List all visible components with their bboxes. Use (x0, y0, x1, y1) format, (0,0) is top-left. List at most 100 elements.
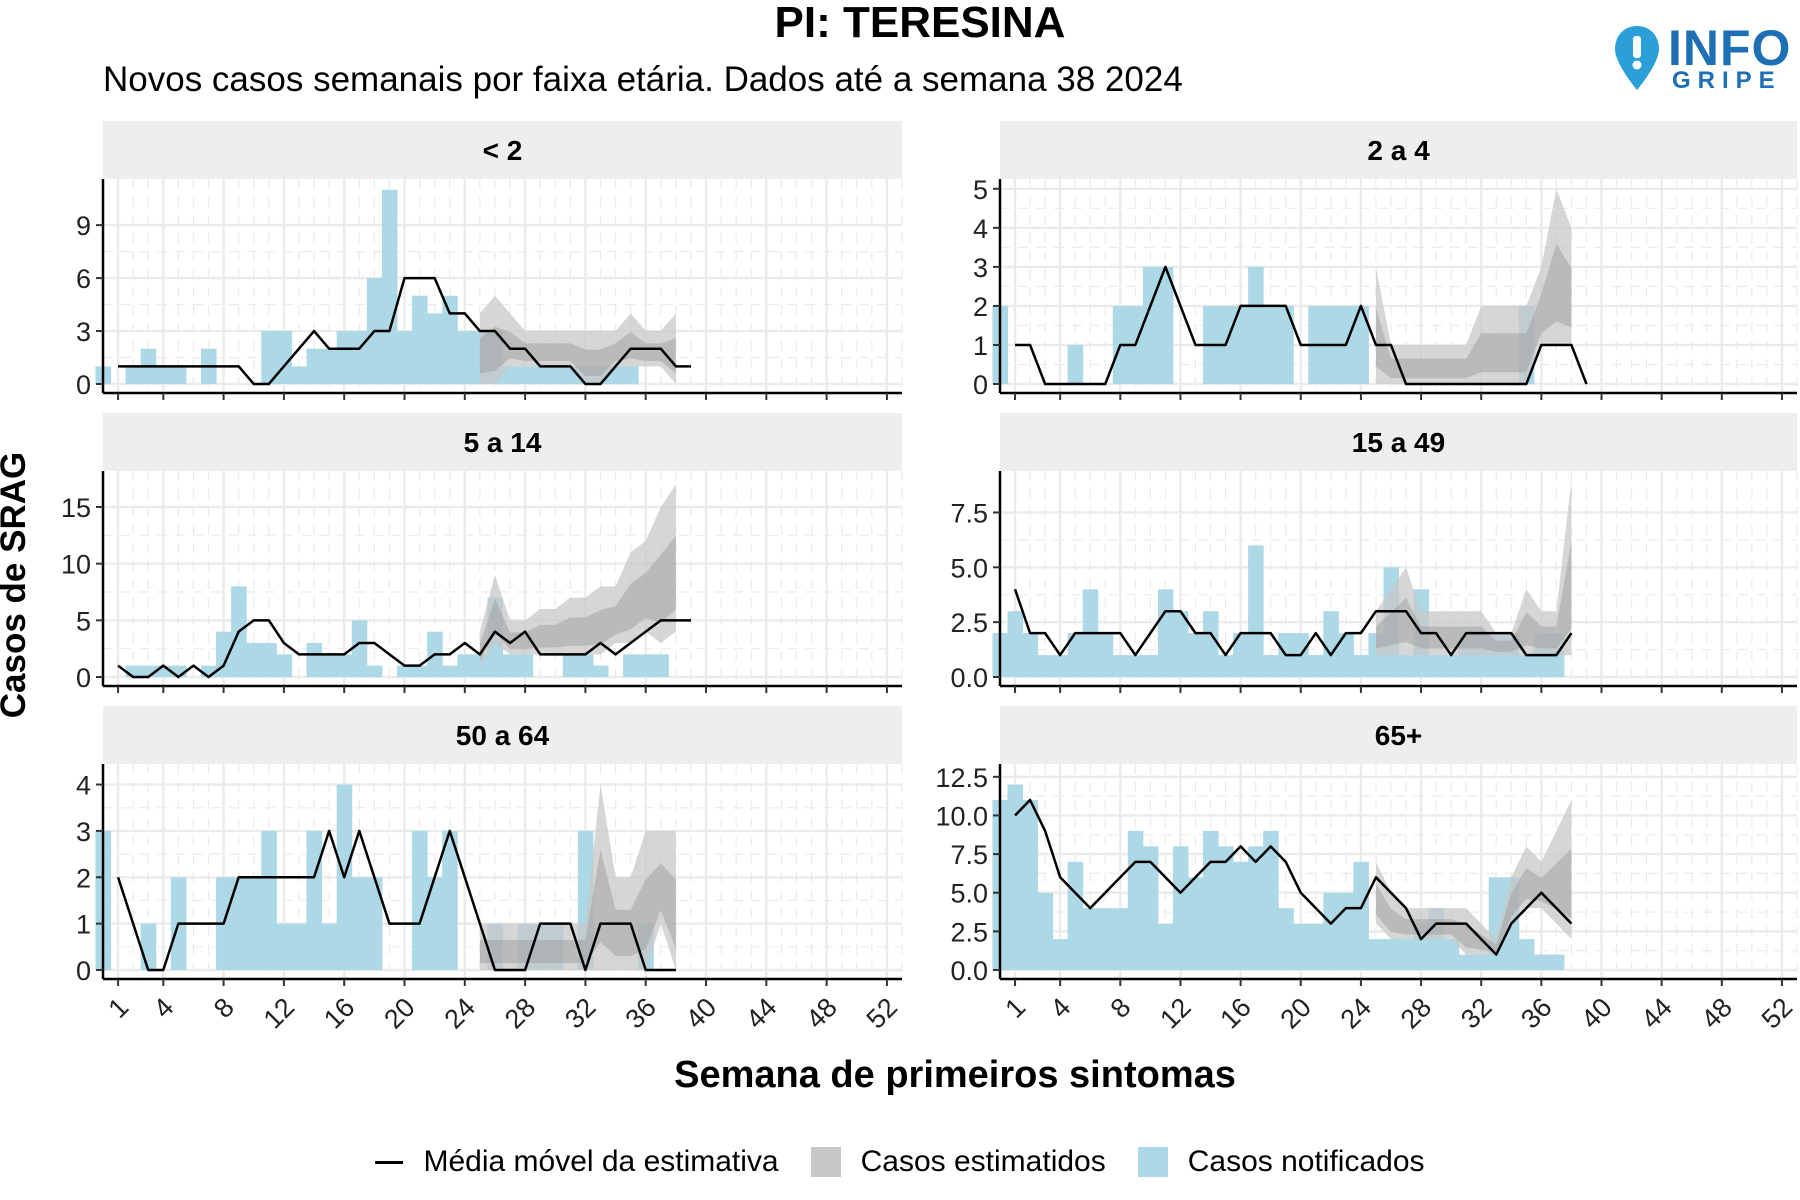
x-tick-label: 44 (740, 992, 782, 1030)
x-tick-label: 4 (148, 992, 180, 1024)
notified-bar (170, 665, 187, 677)
estimate-band-inner (479, 326, 676, 377)
y-tick-label: 2 (76, 863, 91, 893)
facet-strip (103, 413, 902, 471)
x-tick-label: 40 (680, 992, 722, 1030)
notified-bar (1157, 266, 1174, 384)
notified-bar (1278, 305, 1294, 384)
x-tick-label: 4 (1045, 992, 1077, 1024)
y-tick-label: 10 (61, 550, 91, 580)
notified-bar (1082, 908, 1099, 970)
x-axis-title: Semana de primeiros sintomas (674, 1054, 1236, 1096)
facet-title: 2 a 4 (1367, 135, 1430, 166)
notified-bar (351, 877, 368, 970)
page-title: PI: TERESINA (774, 0, 1066, 47)
notified-bar (1368, 939, 1384, 970)
notified-bar (1187, 633, 1204, 677)
x-tick-label: 28 (499, 992, 541, 1030)
notified-bar (1037, 655, 1054, 677)
notified-bar (1157, 923, 1174, 970)
x-tick-label: 8 (208, 992, 240, 1024)
x-tick-label: 16 (1214, 992, 1256, 1030)
notified-bar (517, 654, 534, 677)
x-tick-label: 44 (1635, 992, 1677, 1030)
notified-bar (1218, 846, 1234, 970)
notified-bar (1233, 633, 1249, 677)
notified-bar (246, 877, 262, 970)
notified-bar (1067, 344, 1084, 384)
notified-bar (427, 877, 443, 970)
estimate-band-inner (479, 849, 676, 964)
y-tick-label: 0.0 (950, 663, 988, 693)
notified-bar (1203, 830, 1219, 970)
notified-bar (1112, 908, 1129, 970)
y-tick-label: 15 (61, 493, 91, 523)
notified-bar (200, 665, 217, 677)
notified-bar (261, 643, 277, 677)
notified-bar (1007, 784, 1024, 970)
y-tick-label: 0 (973, 370, 988, 400)
estimate-band (1375, 188, 1572, 384)
notified-bar (1022, 633, 1039, 677)
x-tick-label: 32 (559, 992, 601, 1030)
notified-bar (276, 331, 292, 384)
notified-bar (1233, 305, 1249, 384)
notified-bar (140, 923, 157, 970)
y-tick-label: 3 (76, 817, 91, 847)
y-tick-label: 0 (76, 370, 91, 400)
notified-bar (1233, 861, 1249, 970)
notified-bar (125, 665, 142, 677)
notified-bar (1248, 846, 1264, 970)
notified-bar (396, 665, 413, 677)
x-tick-label: 36 (620, 992, 662, 1030)
notified-bar (1052, 655, 1069, 677)
y-tick-label: 9 (76, 211, 91, 241)
x-tick-label: 48 (1696, 992, 1738, 1030)
notified-bar (1097, 633, 1114, 677)
notified-bar (412, 830, 428, 970)
notified-bar (381, 189, 398, 384)
notified-bar (155, 665, 172, 677)
notified-bar (1187, 877, 1204, 970)
notified-bar (562, 654, 579, 677)
notified-bar (1398, 655, 1415, 677)
notified-bar (1263, 655, 1279, 677)
notified-bar (1142, 655, 1159, 677)
notified-bar (1518, 655, 1535, 677)
logo-word-info: INFO (1668, 20, 1792, 76)
y-tick-label: 1 (76, 910, 91, 940)
notified-bar (170, 366, 187, 384)
notified-bar (1172, 611, 1189, 677)
notified-bar (1293, 923, 1309, 970)
estimate-band-inner (1375, 848, 1572, 953)
y-tick-label: 1 (973, 331, 988, 361)
estimate-band-inner (479, 535, 676, 661)
y-tick-label: 7.5 (950, 840, 988, 870)
legend-label-moving-average: Média móvel da estimativa (423, 1145, 779, 1178)
logo-word-gripe: GRIPE (1672, 67, 1782, 94)
notified-bar (1097, 908, 1114, 970)
notified-bar (592, 665, 609, 677)
x-tick-label: 12 (258, 992, 300, 1030)
map-pin-icon (1615, 26, 1659, 90)
notified-bar (1473, 954, 1490, 970)
estimate-band (479, 295, 676, 384)
moving-average-line (117, 619, 691, 679)
notified-bar (1338, 633, 1354, 677)
notified-bar (366, 665, 383, 677)
y-tick-label: 2 (973, 292, 988, 322)
notified-bar (457, 331, 473, 384)
notified-bar (653, 654, 669, 677)
notified-bar (502, 366, 519, 384)
facet-strip (103, 706, 902, 764)
x-tick-label: 48 (800, 992, 842, 1030)
y-tick-label: 7.5 (950, 498, 988, 528)
notified-bar (1127, 655, 1144, 677)
notified-bar (1518, 939, 1535, 970)
notified-bar (1398, 939, 1415, 970)
notified-bar (1383, 939, 1399, 970)
moving-average-line (1015, 265, 1588, 386)
notified-bar (1308, 655, 1324, 677)
moving-average-line (1013, 588, 1573, 657)
